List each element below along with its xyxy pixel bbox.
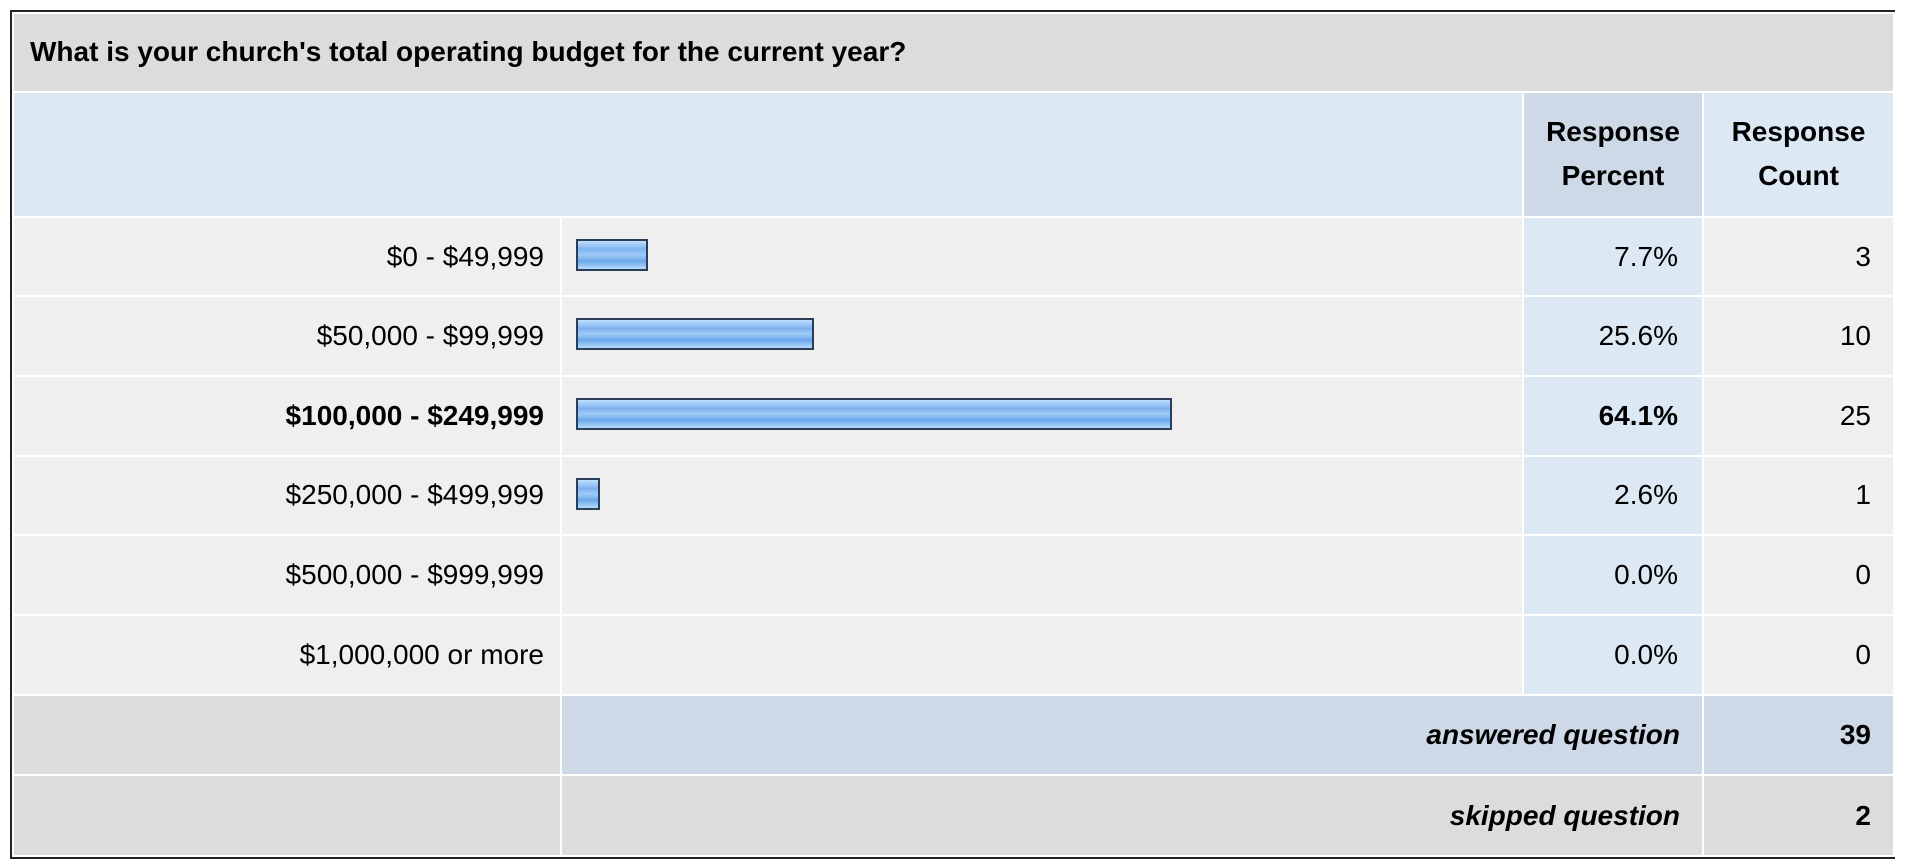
bar-cell [560, 613, 1524, 696]
table-row: $250,000 - $499,999 2.6% 1 [12, 454, 1895, 537]
response-percent-header: Response Percent [1522, 90, 1704, 218]
category-label: $100,000 - $249,999 [12, 375, 562, 457]
category-label: $1,000,000 or more [12, 613, 562, 696]
category-label: $500,000 - $999,999 [12, 534, 562, 616]
footer-blank [12, 693, 562, 777]
skipped-question-label: skipped question [560, 774, 1704, 857]
bar-cell [560, 295, 1524, 377]
bar-cell [560, 454, 1524, 537]
response-count-header-line2: Count [1758, 160, 1839, 192]
response-percent-header-line2: Percent [1561, 160, 1665, 192]
response-bar [576, 318, 814, 351]
question-title: What is your church's total operating bu… [12, 12, 1895, 93]
response-percent: 0.0% [1522, 534, 1704, 616]
response-bar [576, 477, 600, 510]
response-count: 0 [1702, 534, 1895, 616]
response-percent: 7.7% [1522, 215, 1704, 298]
table-row: $0 - $49,999 7.7% 3 [12, 215, 1895, 298]
response-bar [576, 398, 1172, 430]
bar-cell [560, 534, 1524, 616]
bar-cell [560, 375, 1524, 457]
response-count: 10 [1702, 295, 1895, 377]
answered-question-label: answered question [560, 693, 1704, 777]
response-count-header-line1: Response [1731, 116, 1866, 148]
response-percent: 25.6% [1522, 295, 1704, 377]
table-row: $1,000,000 or more 0.0% 0 [12, 613, 1895, 696]
response-percent: 64.1% [1522, 375, 1704, 457]
answered-question-value: 39 [1702, 693, 1895, 777]
table-row: $50,000 - $99,999 25.6% 10 [12, 295, 1895, 377]
response-percent: 2.6% [1522, 454, 1704, 537]
bar-cell [560, 215, 1524, 298]
survey-results-table: What is your church's total operating bu… [10, 10, 1895, 859]
table-row: $500,000 - $999,999 0.0% 0 [12, 534, 1895, 616]
category-label: $0 - $49,999 [12, 215, 562, 298]
response-percent-header-line1: Response [1546, 116, 1680, 148]
response-count: 3 [1702, 215, 1895, 298]
category-label: $50,000 - $99,999 [12, 295, 562, 377]
category-label: $250,000 - $499,999 [12, 454, 562, 537]
response-count: 25 [1702, 375, 1895, 457]
skipped-question-value: 2 [1702, 774, 1895, 857]
header-blank [12, 90, 1524, 218]
footer-blank [12, 774, 562, 857]
response-count: 0 [1702, 613, 1895, 696]
response-bar [576, 238, 648, 271]
response-count: 1 [1702, 454, 1895, 537]
response-count-header: Response Count [1702, 90, 1895, 218]
response-percent: 0.0% [1522, 613, 1704, 696]
table-row: $100,000 - $249,999 64.1% 25 [12, 375, 1895, 457]
